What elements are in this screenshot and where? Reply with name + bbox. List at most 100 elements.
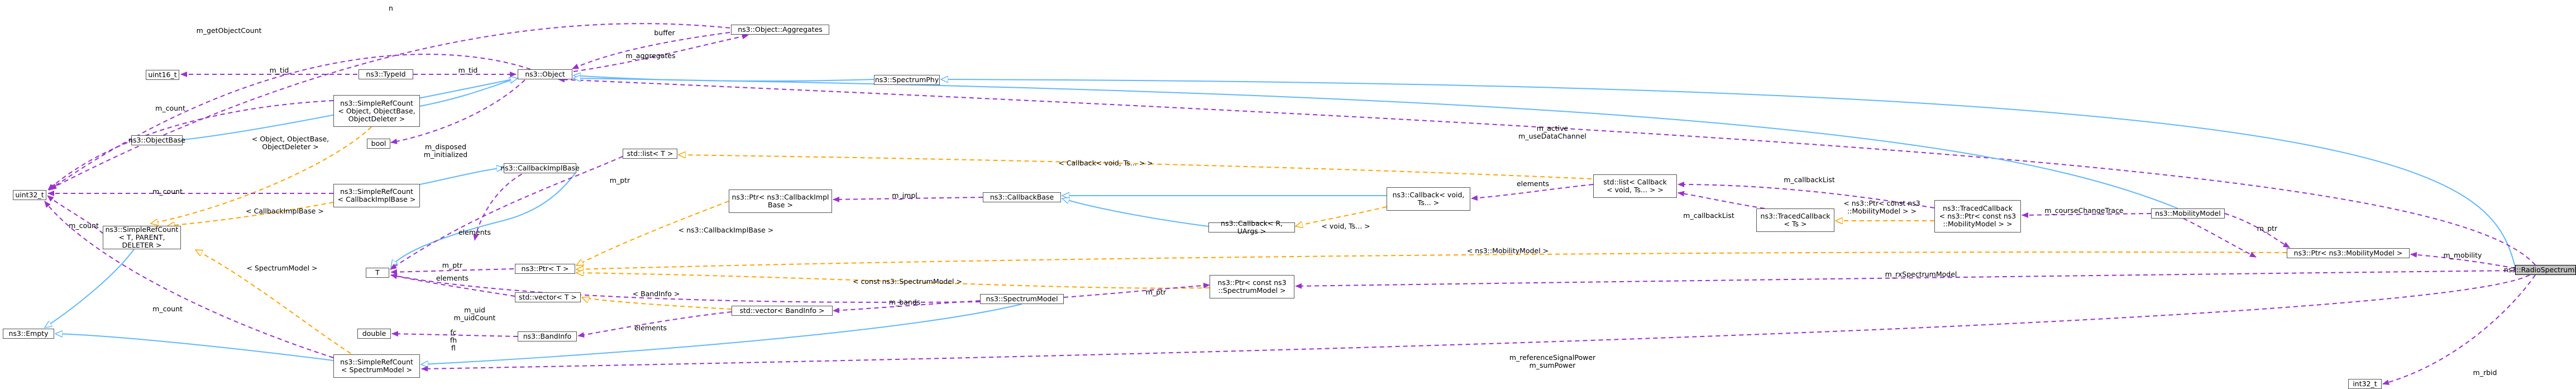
edge-aggregates-object-buffer [572, 32, 730, 69]
edge-bandinfo-double [391, 331, 518, 337]
edge-listcallback-callbackvoidts [1471, 184, 1594, 201]
edge-listT-listcallback [678, 155, 1592, 179]
edge-label-m-count4: m_count [152, 305, 183, 313]
edge-label-voidts: < void, Ts... > [1321, 222, 1370, 230]
edge-label-elements3: elements [1516, 179, 1550, 188]
edge-spectrummodel-vectorbandinfo [833, 300, 981, 314]
edge-main-spectrumphy [941, 79, 2516, 268]
node-std-list-t[interactable]: std::list< T > [623, 149, 677, 159]
node-ns3-typeid[interactable]: ns3::TypeId [359, 69, 413, 79]
node-ns3-ptr-callback-impl-base[interactable]: ns3::Ptr< ns3::CallbackImpl Base > [729, 189, 832, 213]
node-t[interactable]: T [366, 268, 389, 278]
node-simple-ref-count-spectrum-model[interactable]: ns3::SimpleRefCount < SpectrumModel > [333, 354, 420, 378]
edge-label-m-refsignal: m_referenceSignalPower m_sumPower [1509, 353, 1596, 369]
edge-label-m-ptr3: m_ptr [2257, 224, 2278, 233]
edge-label-elements1: elements [458, 228, 491, 236]
edge-label-m-coursechangetrace: m_courseChangeTrace [2044, 206, 2124, 215]
edge-ptrT-ptrmobility [576, 251, 2287, 269]
node-std-list-callback[interactable]: std::list< Callback < void, Ts... > > [1593, 174, 1677, 198]
node-ns3-object-base[interactable]: ns3::ObjectBase [128, 135, 185, 145]
node-ns3-spectrum-phy[interactable]: ns3::SpectrumPhy [874, 75, 940, 85]
edge-main-ptrconstspectrummodel [1295, 270, 2516, 289]
edge-listT-T [390, 156, 623, 270]
edge-srcobject-uint32 [47, 100, 334, 191]
edge-srccallbackimpl-callbackimplbase [419, 168, 504, 185]
edge-label-m-callbacklist2: m_callbackList [1683, 211, 1734, 220]
node-ns3-object[interactable]: ns3::Object [518, 69, 572, 79]
edge-label-mobilitytpl: < ns3::MobilityModel > [1466, 246, 1549, 255]
edge-vectorbandinfo-bandinfo [577, 311, 732, 338]
edge-label-bandinfotpl: < BandInfo > [632, 290, 680, 298]
node-ns3-spectrum-model[interactable]: ns3::SpectrumModel [980, 294, 1064, 304]
edge-spectrummodel-T [390, 273, 981, 303]
edge-label-m-impl: m_impl [892, 191, 917, 200]
edge-label-m-mobility: m_mobility [2443, 251, 2482, 259]
node-ns3-traced-callback-ts[interactable]: ns3::TracedCallback < Ts > [1756, 208, 1834, 232]
edge-ptrT-ptrcallbackimpl [576, 201, 729, 266]
edge-tracedts-listcallback [1677, 191, 1765, 209]
edge-vectorT-T [390, 273, 515, 297]
node-ns3-callback-r-uargs[interactable]: ns3::Callback< R, UArgs > [1208, 220, 1295, 235]
edge-callbackimplbase-T [391, 173, 576, 267]
edge-label-objdeleter: < Object, ObjectBase, ObjectDeleter > [251, 135, 329, 151]
node-radio-spectrum-phy[interactable]: ns3::RadioSpectrumPhy [2504, 265, 2576, 275]
edge-srcT-uint32 [47, 195, 104, 234]
edge-main-double [421, 274, 2530, 372]
node-ns3-callback-base[interactable]: ns3::CallbackBase [983, 192, 1061, 202]
node-ns3-callback-void-ts[interactable]: ns3::Callback< void, Ts... > [1387, 187, 1470, 211]
node-ns3-mobility-model[interactable]: ns3::MobilityModel [2151, 208, 2225, 219]
edge-label-m-getobjectcount: m_getObjectCount [196, 26, 262, 35]
node-ns3-ptr-mobility-model[interactable]: ns3::Ptr< ns3::MobilityModel > [2287, 248, 2410, 258]
edge-label-ptrconstmobility: < ns3::Ptr< const ns3 ::MobilityModel > … [1843, 199, 1920, 215]
node-simple-ref-count-object[interactable]: ns3::SimpleRefCount < Object, ObjectBase… [333, 95, 420, 127]
edge-spectrummodel-ptrconst [1063, 282, 1210, 298]
edge-object-aggregates [573, 34, 749, 72]
edge-label-m-tid: m_tid [458, 66, 478, 74]
edge-vectorT-vectorbandinfo [582, 297, 732, 310]
node-std-vector-t[interactable]: std::vector< T > [515, 292, 581, 302]
edge-label-n: n [389, 4, 393, 12]
edge-label-m-ptr4: m_ptr [1145, 288, 1167, 296]
edge-ptrcallbackimpl-callbackbase [833, 196, 983, 202]
edge-object-bool [390, 79, 525, 144]
node-uint32-t[interactable]: uint32_t [13, 190, 46, 200]
node-ns3-object-aggregates[interactable]: ns3::Object::Aggregates [731, 25, 829, 35]
edge-label-buffer: buffer [654, 29, 675, 37]
edge-callbackruargs-callbackvoidts [1296, 206, 1387, 226]
edge-callbackruargs-callbackbase [1062, 198, 1209, 227]
edge-label-m-aggregates: m_aggregates [625, 51, 676, 60]
edge-main-int32 [2382, 274, 2536, 385]
node-double[interactable]: double [357, 329, 391, 339]
edge-label-m-rxspectrummodel: m_rxSpectrumModel [1885, 270, 1957, 278]
edge-srcspectrummodel-spectrummodel [421, 303, 1022, 364]
edge-label-elements4: elements [634, 324, 667, 332]
node-ns3-callback-impl-base[interactable]: ns3::CallbackImplBase [500, 163, 580, 173]
node-bool[interactable]: bool [367, 139, 390, 149]
edge-spectrumphy-object-b [573, 75, 874, 82]
node-std-vector-bandinfo[interactable]: std::vector< BandInfo > [732, 306, 833, 316]
edge-mobility-tracedmobility [2021, 212, 2152, 218]
edge-label-m-bands: m_bands [888, 298, 921, 306]
edge-label-cbimplbase: < CallbackImplBase > [246, 207, 324, 215]
node-ns3-ptr-t[interactable]: ns3::Ptr< T > [515, 264, 575, 274]
edge-label-constspectrummodeltpl: < const ns3::SpectrumModel > [853, 277, 962, 286]
edge-mobility-ptrmobility [2224, 213, 2290, 248]
node-simple-ref-count-t[interactable]: ns3::SimpleRefCount < T, PARENT, DELETER… [103, 226, 181, 249]
node-ns3-ptr-const-spectrum-model[interactable]: ns3::Ptr< const ns3 ::SpectrumModel > [1210, 275, 1294, 298]
node-ns3-empty[interactable]: ns3::Empty [3, 329, 54, 339]
edge-objectbase-object [182, 78, 518, 140]
edge-label-m-ptr1: m_ptr [609, 176, 630, 184]
edge-label-callbackvoidtstpl: < Callback< void, Ts... > > [1058, 159, 1153, 167]
node-ns3-traced-callback-mobility[interactable]: ns3::TracedCallback < ns3::Ptr< const ns… [1934, 200, 2021, 233]
node-uint16-t[interactable]: uint16_t [146, 70, 179, 80]
edge-mobility-object [573, 78, 2178, 209]
node-int32-t[interactable]: int32_t [2348, 379, 2382, 389]
edge-label-m-disposed: m_disposed m_initialized [423, 143, 468, 159]
edge-tracedmobility-listcallback [1677, 182, 1935, 208]
node-simple-ref-count-callback-impl-base[interactable]: ns3::SimpleRefCount < CallbackImplBase > [333, 184, 420, 207]
node-ns3-bandinfo[interactable]: ns3::BandInfo [518, 331, 577, 341]
edge-label-m-count2: m_count [152, 187, 183, 196]
edge-aggregates-uint32 [50, 23, 730, 189]
edge-label-m-count3: m_count [69, 221, 99, 230]
